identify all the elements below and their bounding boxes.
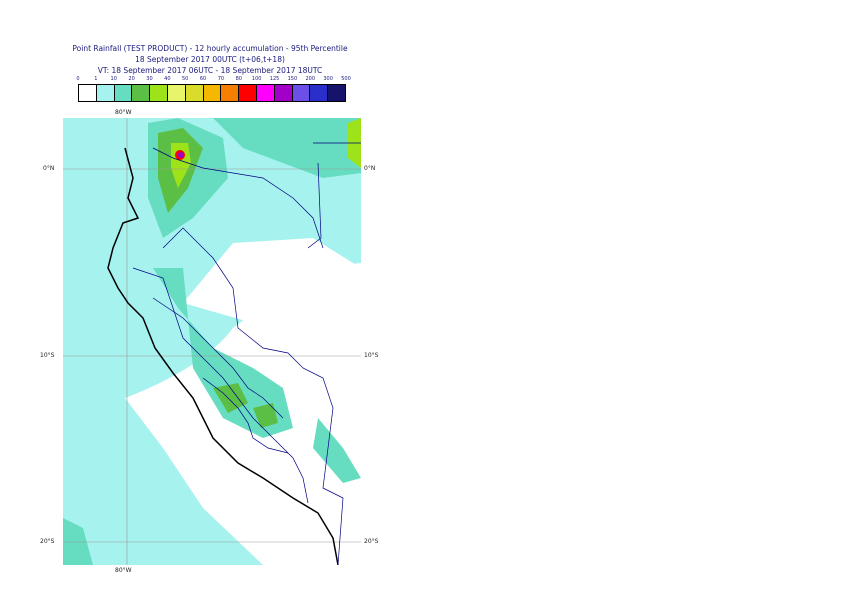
colorbar-tick-label: 20 (128, 76, 135, 82)
border-peru-brazil-bolivia (162, 227, 344, 566)
coastline (107, 147, 339, 566)
rainfall-areas (63, 118, 361, 565)
colorbar-tick-label: 500 (341, 76, 351, 82)
map-svg (63, 118, 361, 566)
border-regions-2 (152, 297, 284, 419)
rain-north-band (213, 118, 361, 178)
colorbar-tick-label: 10 (110, 76, 117, 82)
chart-subtitle-validity: VT: 18 September 2017 06UTC - 18 Septemb… (97, 66, 323, 75)
colorbar (78, 84, 346, 102)
colorbar-cell (310, 85, 329, 101)
colorbar-cell (274, 85, 293, 101)
colorbar-tick-label: 80 (235, 76, 242, 82)
lat-label-20s-right: 20°S (364, 538, 379, 545)
lat-label-20s-left: 20°S (40, 538, 55, 545)
chart-subtitle-run: 18 September 2017 00UTC (t+06,t+18) (135, 55, 285, 64)
rainfall-map: 80°W 80°W 0°N 0°N 10°S 10°S 20°S 20°S (40, 109, 378, 574)
colorbar-cell (328, 85, 345, 101)
rain-south-patch (253, 403, 278, 428)
colorbar-tick-label: 30 (146, 76, 153, 82)
grid (63, 118, 361, 565)
colorbar-cell (239, 85, 257, 101)
colorbar-tick-label: 125 (269, 76, 280, 82)
colorbar-cell (150, 85, 168, 101)
border-colombia-ecuador (152, 147, 324, 249)
colorbar-tick-label: 200 (305, 76, 316, 82)
colorbar-cell (79, 85, 97, 101)
colorbar-tick-label: 300 (323, 76, 333, 82)
border-colombia-brazil (307, 142, 361, 249)
lat-label-0-left: 0°N (43, 165, 55, 172)
colorbar-cell (221, 85, 240, 101)
colorbar-cell (132, 85, 151, 101)
colorbar-tick-label: 70 (217, 76, 225, 82)
colorbar-cell (256, 85, 275, 101)
border-regions-1 (132, 267, 309, 504)
lat-label-10s-left: 10°S (40, 352, 55, 359)
lat-label-0-right: 0°N (364, 165, 376, 172)
land-dry-north (183, 238, 361, 323)
colorbar-tick-label: 40 (164, 76, 171, 82)
colorbar-cell (96, 85, 115, 101)
rain-southwest (63, 518, 93, 565)
colorbar-cell (292, 85, 311, 101)
colorbar-tick-label: 60 (199, 76, 207, 82)
lat-label-10s-right: 10°S (364, 352, 379, 359)
colorbar-tick-label: 50 (182, 76, 189, 82)
land-dry-east (253, 308, 361, 378)
colorbar-cell (167, 85, 186, 101)
colorbar-tick-label: 1 (94, 76, 98, 82)
rain-central-andes (153, 268, 293, 438)
colorbar-cell (114, 85, 133, 101)
border-regions-3 (202, 377, 289, 454)
chart-title: Point Rainfall (TEST PRODUCT) - 12 hourl… (72, 44, 348, 53)
colorbar-cell (203, 85, 222, 101)
colorbar-tick-label: 0 (76, 76, 80, 82)
colorbar-tick-label: 150 (287, 76, 298, 82)
rain-central-patch (213, 383, 248, 413)
admin-borders (132, 142, 361, 566)
lon-label-top: 80°W (115, 109, 132, 116)
colorbar-tick-label: 100 (251, 76, 262, 82)
rain-max-purple (178, 152, 184, 158)
colorbar-cell (185, 85, 204, 101)
rain-bolivia (313, 418, 361, 483)
lon-label-bottom: 80°W (115, 567, 132, 574)
